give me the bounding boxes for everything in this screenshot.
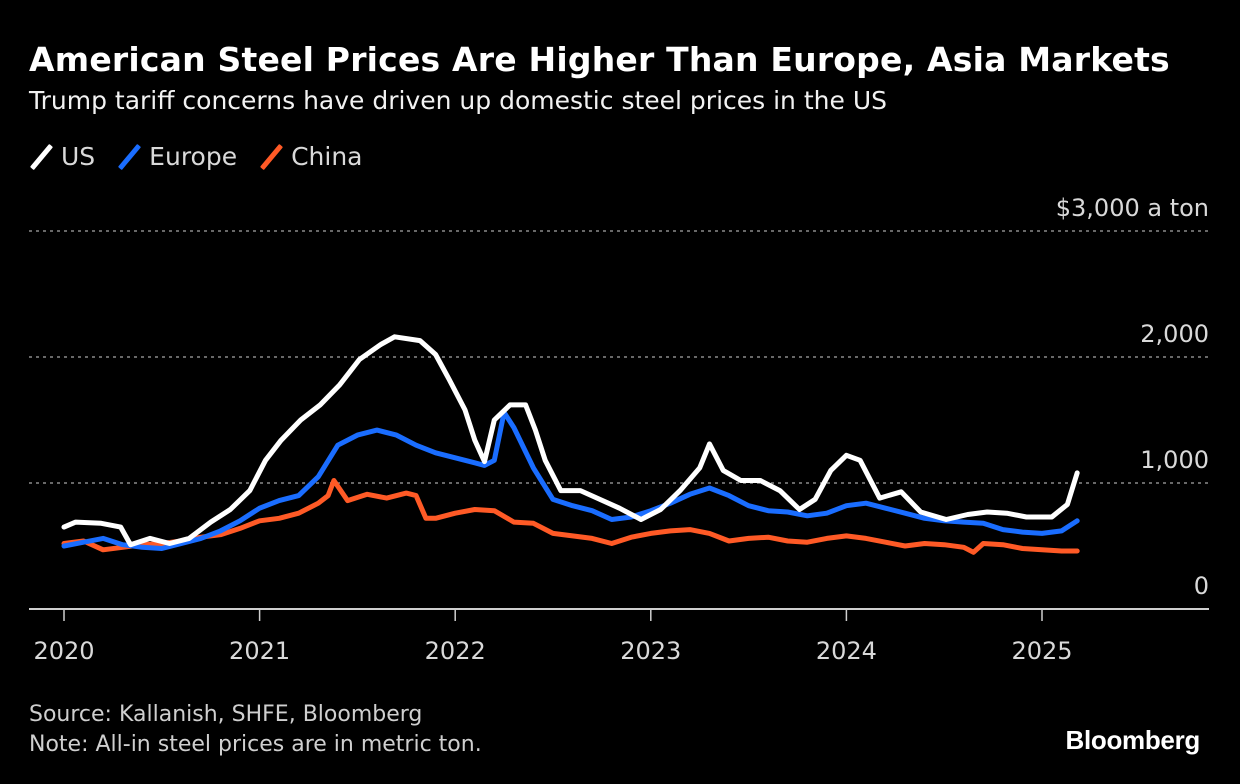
x-tick-label: 2020 <box>33 637 94 665</box>
x-tick-label: 2022 <box>425 637 486 665</box>
legend-item-europe: Europe <box>117 142 237 171</box>
y-tick-label: $3,000 a ton <box>1056 194 1209 222</box>
source-note: Source: Kallanish, SHFE, Bloomberg <box>29 702 423 727</box>
chart-subtitle: Trump tariff concerns have driven up dom… <box>29 86 887 115</box>
x-tick-label: 2021 <box>229 637 290 665</box>
legend: US Europe China <box>29 142 385 171</box>
series-line-us <box>61 334 1080 548</box>
bloomberg-logo: Bloomberg <box>1065 725 1200 755</box>
units-note: Note: All-in steel prices are in metric … <box>29 732 482 757</box>
series-line-europe <box>61 409 1080 551</box>
legend-label-europe: Europe <box>149 142 238 171</box>
legend-label-us: US <box>61 142 96 171</box>
chart-title: American Steel Prices Are Higher Than Eu… <box>29 40 1170 79</box>
series-lines <box>61 334 1080 555</box>
legend-item-china: China <box>259 142 362 171</box>
footer: Source: Kallanish, SHFE, Bloomberg Note:… <box>29 700 482 760</box>
y-axis-labels: 0 1,000 2,000 $3,000 a ton <box>1056 194 1209 600</box>
x-tick-label: 2025 <box>1011 637 1072 665</box>
legend-label-china: China <box>291 142 363 171</box>
y-tick-label: 2,000 <box>1140 320 1209 348</box>
x-tick-label: 2023 <box>620 637 681 665</box>
y-tick-label: 0 <box>1194 572 1209 600</box>
gridlines <box>29 230 1209 484</box>
y-tick-label: 1,000 <box>1140 446 1209 474</box>
x-axis: 2020 2021 2022 2023 2024 2025 <box>29 608 1209 665</box>
x-tick-label: 2024 <box>816 637 877 665</box>
legend-item-us: US <box>29 142 95 171</box>
